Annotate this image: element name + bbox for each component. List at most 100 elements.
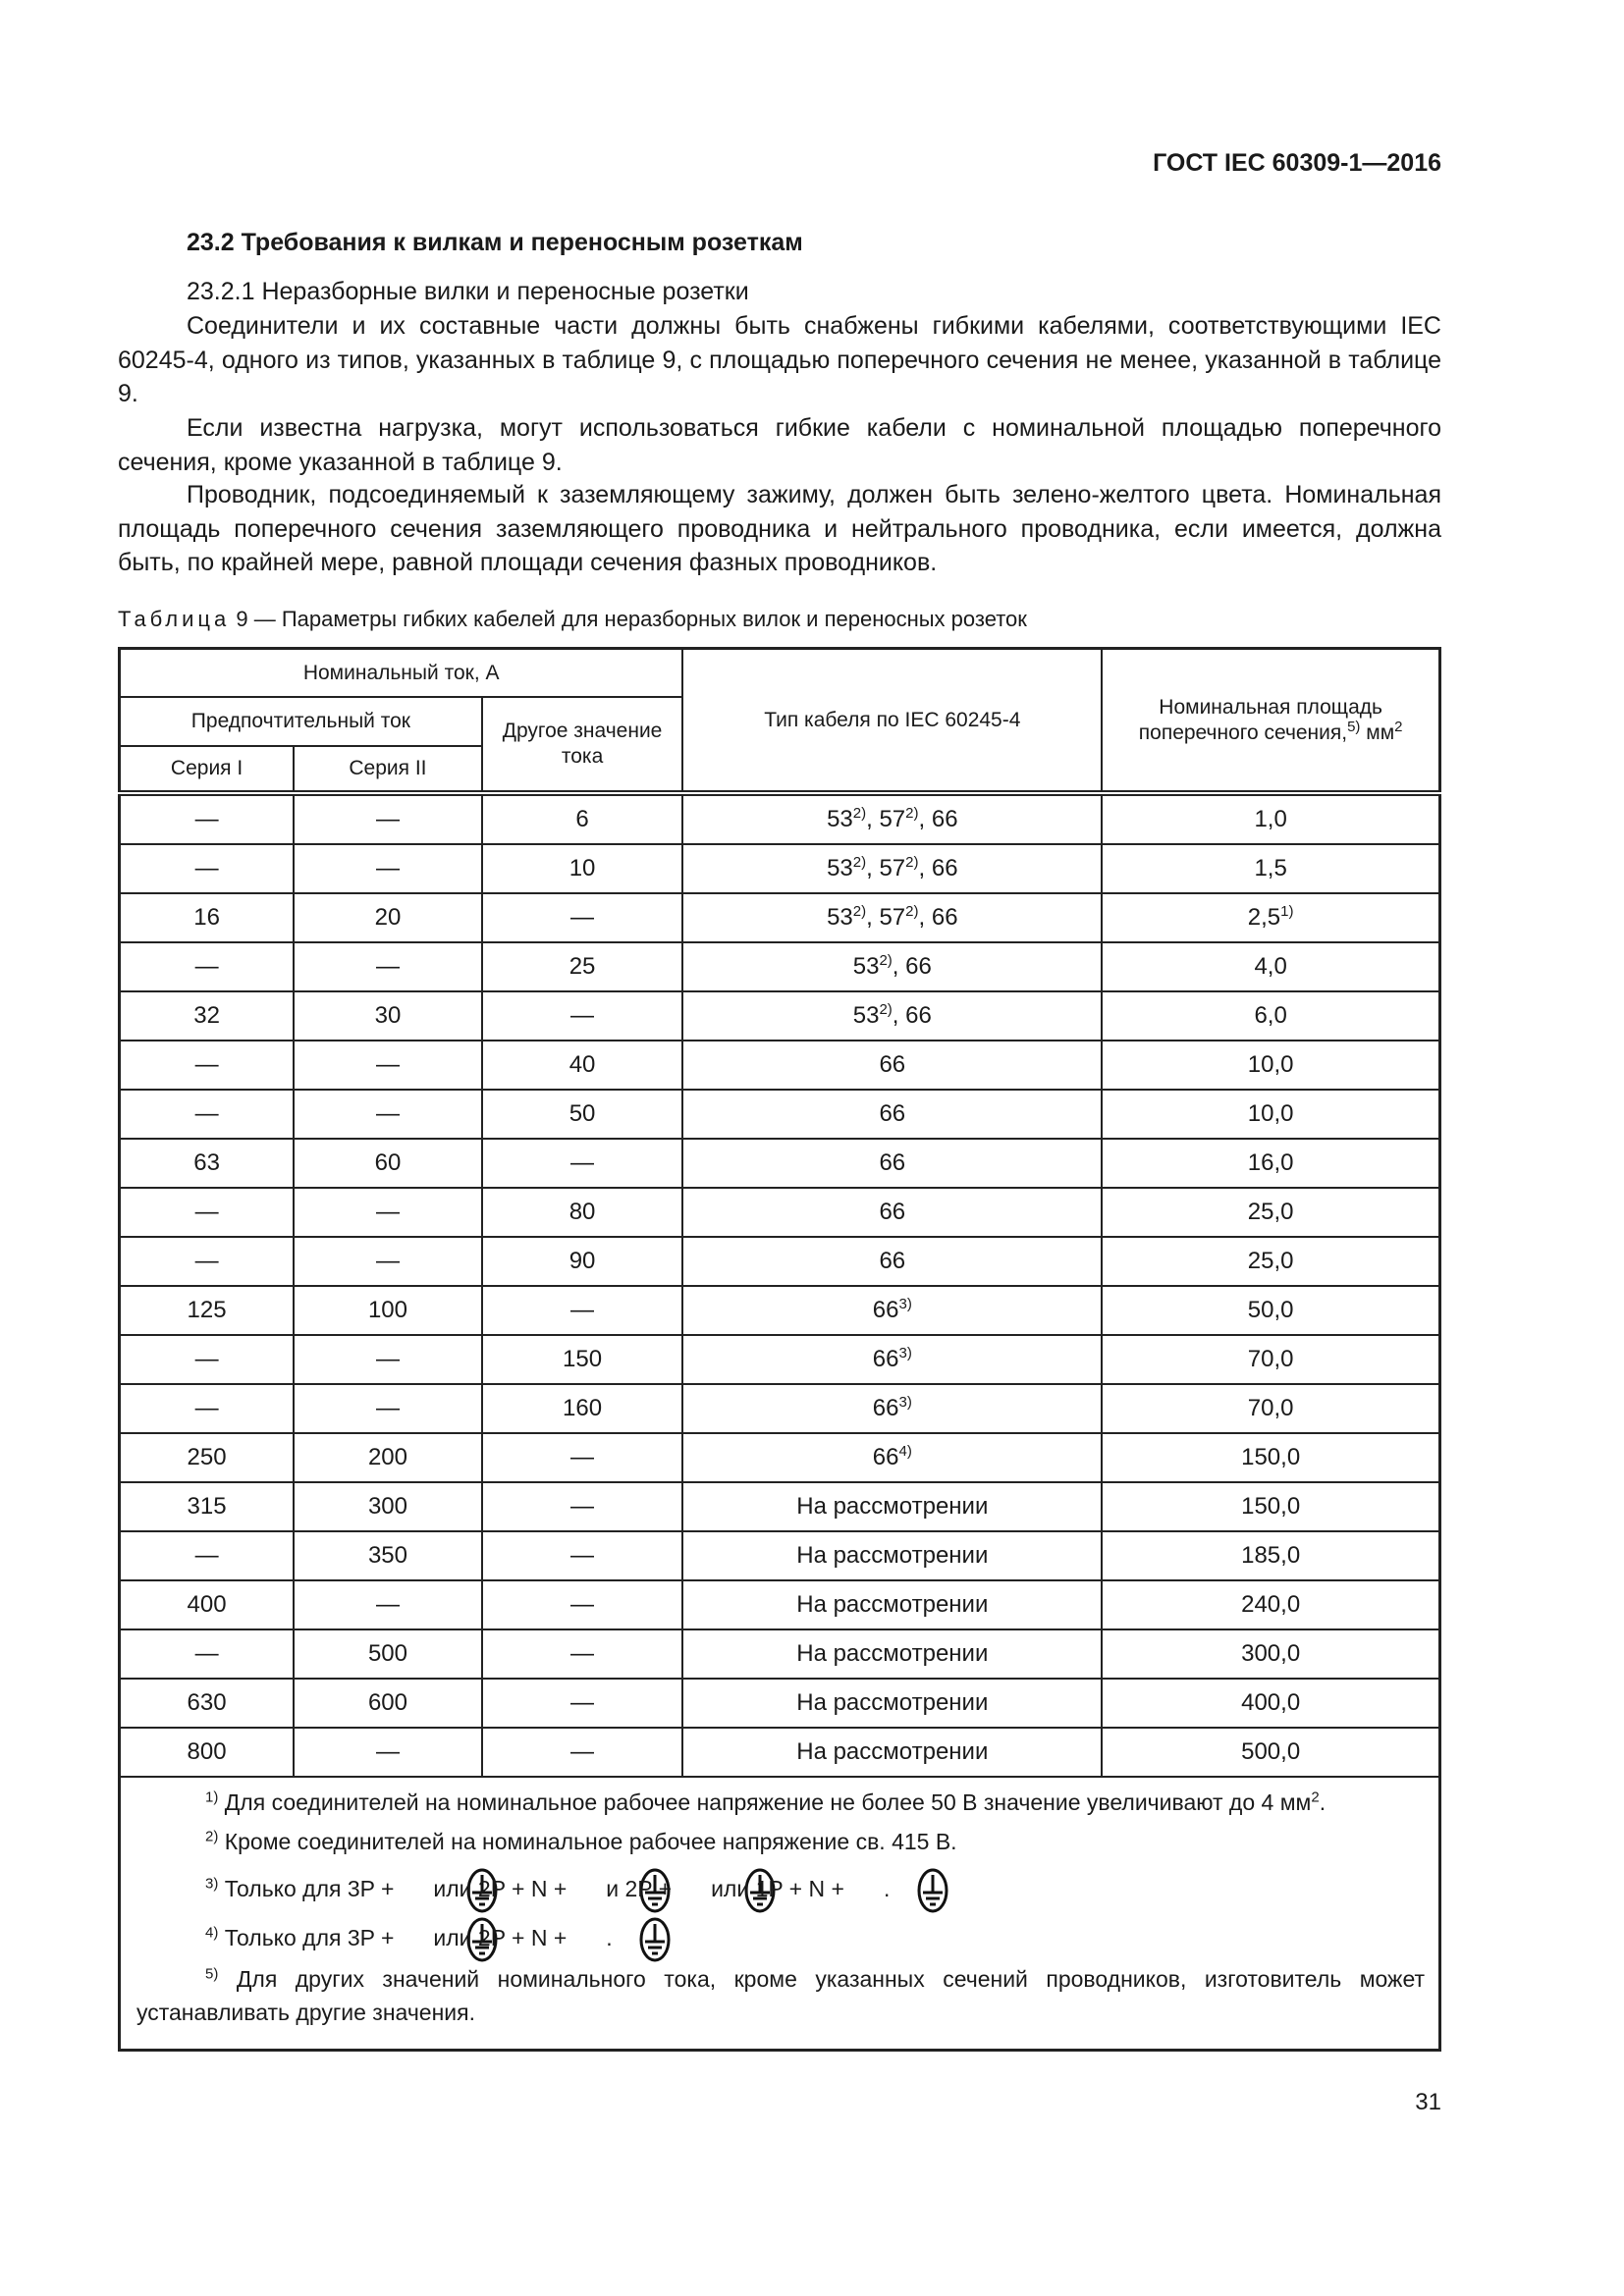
footnote-text: Кроме соединителей на номинальное рабоче… xyxy=(224,1829,957,1854)
cell-area: 70,0 xyxy=(1101,1383,1441,1434)
cell-s1: 32 xyxy=(118,990,296,1041)
cell-area: 185,0 xyxy=(1101,1530,1441,1581)
cell-area: 6,0 xyxy=(1101,990,1441,1041)
cable-code: 53 xyxy=(827,855,853,881)
area-value: 2,5 xyxy=(1247,904,1281,931)
cell-cable-type: 66 xyxy=(681,1236,1104,1287)
cell-other: — xyxy=(480,1481,684,1532)
cable-code: 66 xyxy=(905,1002,932,1029)
cell-area: 300,0 xyxy=(1101,1629,1441,1680)
cell-other: 50 xyxy=(480,1089,684,1140)
cell-cable-type: 66 xyxy=(681,1089,1104,1140)
cell-other: 6 xyxy=(480,792,684,845)
cell-s1: 63 xyxy=(118,1138,296,1189)
table-row: 800— — На рассмотрении 500,0 xyxy=(118,1727,1441,1778)
unit-exponent: 2 xyxy=(1394,718,1403,735)
cell-cable-type: 532), 66 xyxy=(681,941,1104,992)
table-footnotes: 1) Для соединителей на номинальное рабоч… xyxy=(118,1776,1441,2052)
cell-cable-type: 532), 66 xyxy=(681,990,1104,1041)
area-value: 16,0 xyxy=(1247,1149,1294,1176)
cable-code: 66 xyxy=(931,855,958,881)
table-row: — —90 66 25,0 xyxy=(118,1236,1441,1287)
cell-cable-type: 66 xyxy=(681,1187,1104,1238)
footnote-ref: 2) xyxy=(905,903,919,920)
unit-exponent: 2 xyxy=(1311,1789,1320,1806)
table-row: — —25 532), 66 4,0 xyxy=(118,941,1441,992)
cable-code: 66 xyxy=(872,1297,899,1323)
header-rated-current: Номинальный ток, А xyxy=(118,647,684,698)
table-row: — —50 66 10,0 xyxy=(118,1089,1441,1140)
cell-area: 1,5 xyxy=(1101,843,1441,894)
cell-area: 50,0 xyxy=(1101,1285,1441,1336)
cell-s2: 200 xyxy=(293,1432,483,1483)
cell-other: — xyxy=(480,1678,684,1729)
cable-code: 53 xyxy=(827,806,853,832)
cell-s2: — xyxy=(293,1040,483,1091)
footnote-ref: 1) xyxy=(1280,903,1294,920)
cell-other: 160 xyxy=(480,1383,684,1434)
area-value: 10,0 xyxy=(1247,1100,1294,1127)
area-value: 185,0 xyxy=(1241,1542,1301,1569)
cable-code: 57 xyxy=(879,904,906,931)
cable-code: На рассмотрении xyxy=(796,1640,989,1667)
cell-cable-type: 66 xyxy=(681,1040,1104,1091)
cell-cable-type: На рассмотрении xyxy=(681,1629,1104,1680)
cell-s2: 30 xyxy=(293,990,483,1041)
table-row: —350— На рассмотрении 185,0 xyxy=(118,1530,1441,1581)
table-row: 125 100—663) 50,0 xyxy=(118,1285,1441,1336)
cell-cable-type: На рассмотрении xyxy=(681,1530,1104,1581)
area-value: 25,0 xyxy=(1247,1248,1294,1274)
footnote-text: Для других значений номинального тока, к… xyxy=(136,1966,1425,2025)
table-row: 250 200—664) 150,0 xyxy=(118,1432,1441,1483)
cell-s2: — xyxy=(293,1579,483,1630)
table-row: — —40 66 10,0 xyxy=(118,1040,1441,1091)
area-value: 1,0 xyxy=(1254,806,1287,832)
cable-code: 57 xyxy=(879,855,906,881)
cell-area: 400,0 xyxy=(1101,1678,1441,1729)
area-value: 1,5 xyxy=(1254,855,1287,881)
table-caption: Таблица 9 — Параметры гибких кабелей для… xyxy=(118,607,1027,632)
cell-other: — xyxy=(480,1432,684,1483)
cell-cable-type: 66 xyxy=(681,1138,1104,1189)
cell-s2: 600 xyxy=(293,1678,483,1729)
cable-code: 57 xyxy=(879,806,906,832)
cell-area: 2,51) xyxy=(1101,892,1441,943)
cell-cable-type: 532), 572), 66 xyxy=(681,843,1104,894)
cell-s1: — xyxy=(118,1089,296,1140)
protective-earth-icon xyxy=(676,1868,776,1913)
footnote-ref: 2) xyxy=(879,952,893,969)
cable-code: 66 xyxy=(905,953,932,980)
cell-other: — xyxy=(480,892,684,943)
cell-s1: — xyxy=(118,843,296,894)
cell-s2: — xyxy=(293,792,483,845)
footnote-ref: 2) xyxy=(852,805,867,822)
cell-cable-type: На рассмотрении xyxy=(681,1481,1104,1532)
cable-code: 66 xyxy=(931,806,958,832)
protective-earth-icon xyxy=(398,1868,498,1913)
cell-other: 40 xyxy=(480,1040,684,1091)
footnote-text: или 1P + N + xyxy=(711,1876,844,1901)
cell-s2: 350 xyxy=(293,1530,483,1581)
footnote-ref: 2) xyxy=(852,854,867,871)
cable-code: 66 xyxy=(879,1051,906,1078)
cell-s2: 300 xyxy=(293,1481,483,1532)
footnote-mark: 3) xyxy=(205,1875,219,1893)
cell-s2: — xyxy=(293,941,483,992)
caption-text: 9 — Параметры гибких кабелей для неразбо… xyxy=(236,607,1027,631)
section-title: 23.2 Требования к вилкам и переносным ро… xyxy=(187,229,803,256)
cell-s1: — xyxy=(118,1187,296,1238)
cell-s1: 800 xyxy=(118,1727,296,1778)
header-cable-type: Тип кабеля по IEC 60245-4 xyxy=(681,647,1104,796)
table-row: 63 60— 66 16,0 xyxy=(118,1138,1441,1189)
cell-s1: — xyxy=(118,1040,296,1091)
protective-earth-icon xyxy=(570,1868,671,1913)
cell-cable-type: На рассмотрении xyxy=(681,1678,1104,1729)
header-series-2: Серия II xyxy=(293,745,483,796)
table-row: — —150 663) 70,0 xyxy=(118,1334,1441,1385)
area-value: 25,0 xyxy=(1247,1199,1294,1225)
cell-area: 25,0 xyxy=(1101,1187,1441,1238)
paragraph: Проводник, подсоединяемый к заземляющему… xyxy=(118,481,1441,577)
cell-s2: 500 xyxy=(293,1629,483,1680)
footnote-text: . xyxy=(606,1925,613,1950)
area-value: 150,0 xyxy=(1241,1444,1301,1470)
